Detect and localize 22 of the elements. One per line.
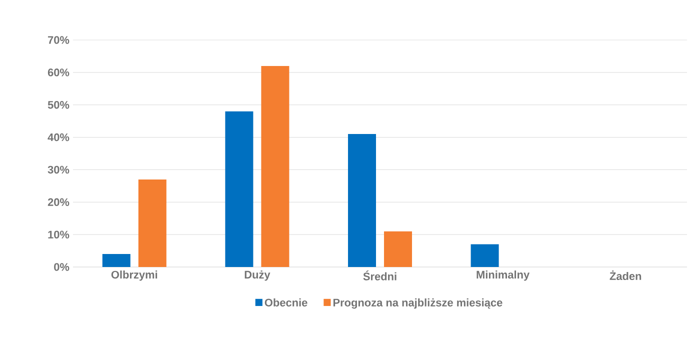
bar (102, 254, 130, 267)
x-tick-label: Żaden (610, 270, 642, 280)
y-tick-label: 30% (48, 166, 70, 174)
x-tick-label: Minimalny (476, 270, 530, 281)
y-tick-label: 70% (48, 36, 70, 44)
y-tick-label: 50% (48, 100, 70, 109)
x-tick-label: Duży (244, 270, 270, 281)
legend-label: Prognoza na najbliższe miesiące (333, 298, 502, 309)
legend-label: Obecnie (264, 298, 308, 306)
bar (470, 244, 499, 267)
x-tick-label: Olbrzymi (111, 270, 158, 281)
bar (384, 231, 412, 267)
y-tick-label: 60% (48, 68, 70, 76)
y-tick-label: 10% (48, 230, 70, 238)
bar (225, 111, 254, 267)
bar (348, 134, 376, 267)
x-tick-label: Średni (363, 270, 396, 280)
y-tick-label: 0% (54, 263, 70, 271)
bar (261, 66, 290, 267)
bar (138, 179, 166, 267)
y-tick-label: 40% (48, 133, 70, 142)
y-tick-label: 20% (48, 198, 70, 206)
